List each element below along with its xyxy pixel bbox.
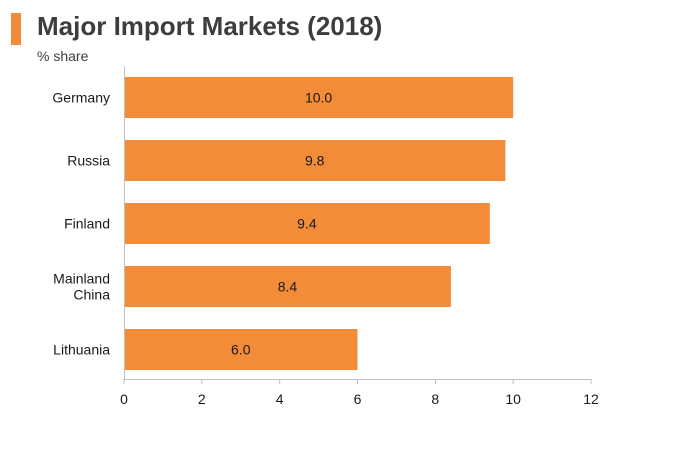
x-tick-label: 4 [276, 391, 284, 407]
category-label: Mainland China [53, 271, 110, 303]
category-label-line: Germany [52, 90, 110, 106]
x-tick-label: 10 [505, 391, 521, 407]
unit-label: % share [37, 48, 89, 64]
bar-finland [124, 203, 490, 244]
data-label: 6.0 [231, 342, 251, 358]
chart-title: Major Import Markets (2018) [37, 11, 383, 41]
bar-russia [124, 140, 506, 181]
x-tick-label: 2 [198, 391, 206, 407]
data-label: 9.8 [305, 153, 325, 169]
title-accent-bar [11, 13, 21, 45]
data-label: 8.4 [278, 279, 298, 295]
category-label-line: China [73, 287, 110, 303]
category-label: Lithuania [53, 342, 110, 358]
bars-group: 10.0 9.8 9.4 8.4 6.0 [124, 77, 514, 370]
category-label-line: Russia [67, 153, 110, 169]
x-tick-label: 12 [583, 391, 599, 407]
category-label: Russia [67, 153, 110, 169]
bar-lithuania [124, 329, 358, 370]
category-label-line: Lithuania [53, 342, 110, 358]
bar-mainland-china [124, 266, 451, 307]
category-label-line: Finland [64, 216, 110, 232]
axes-group: Germany Russia Finland Mainland China Lithuan… [52, 66, 599, 407]
data-label: 9.4 [297, 216, 317, 232]
bar-germany [124, 77, 514, 118]
x-tick-label: 8 [431, 391, 439, 407]
x-tick-label: 6 [354, 391, 362, 407]
category-label: Germany [52, 90, 110, 106]
category-label-line: Mainland [53, 271, 110, 287]
data-label: 10.0 [305, 90, 332, 106]
x-tick-label: 0 [120, 391, 128, 407]
category-label: Finland [64, 216, 110, 232]
